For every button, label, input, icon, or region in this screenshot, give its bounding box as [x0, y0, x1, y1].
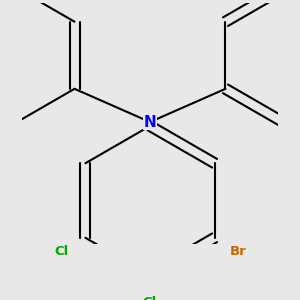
Text: Br: Br: [230, 245, 247, 258]
Text: Cl: Cl: [143, 296, 157, 300]
Text: Cl: Cl: [55, 245, 69, 258]
Text: N: N: [144, 115, 156, 130]
